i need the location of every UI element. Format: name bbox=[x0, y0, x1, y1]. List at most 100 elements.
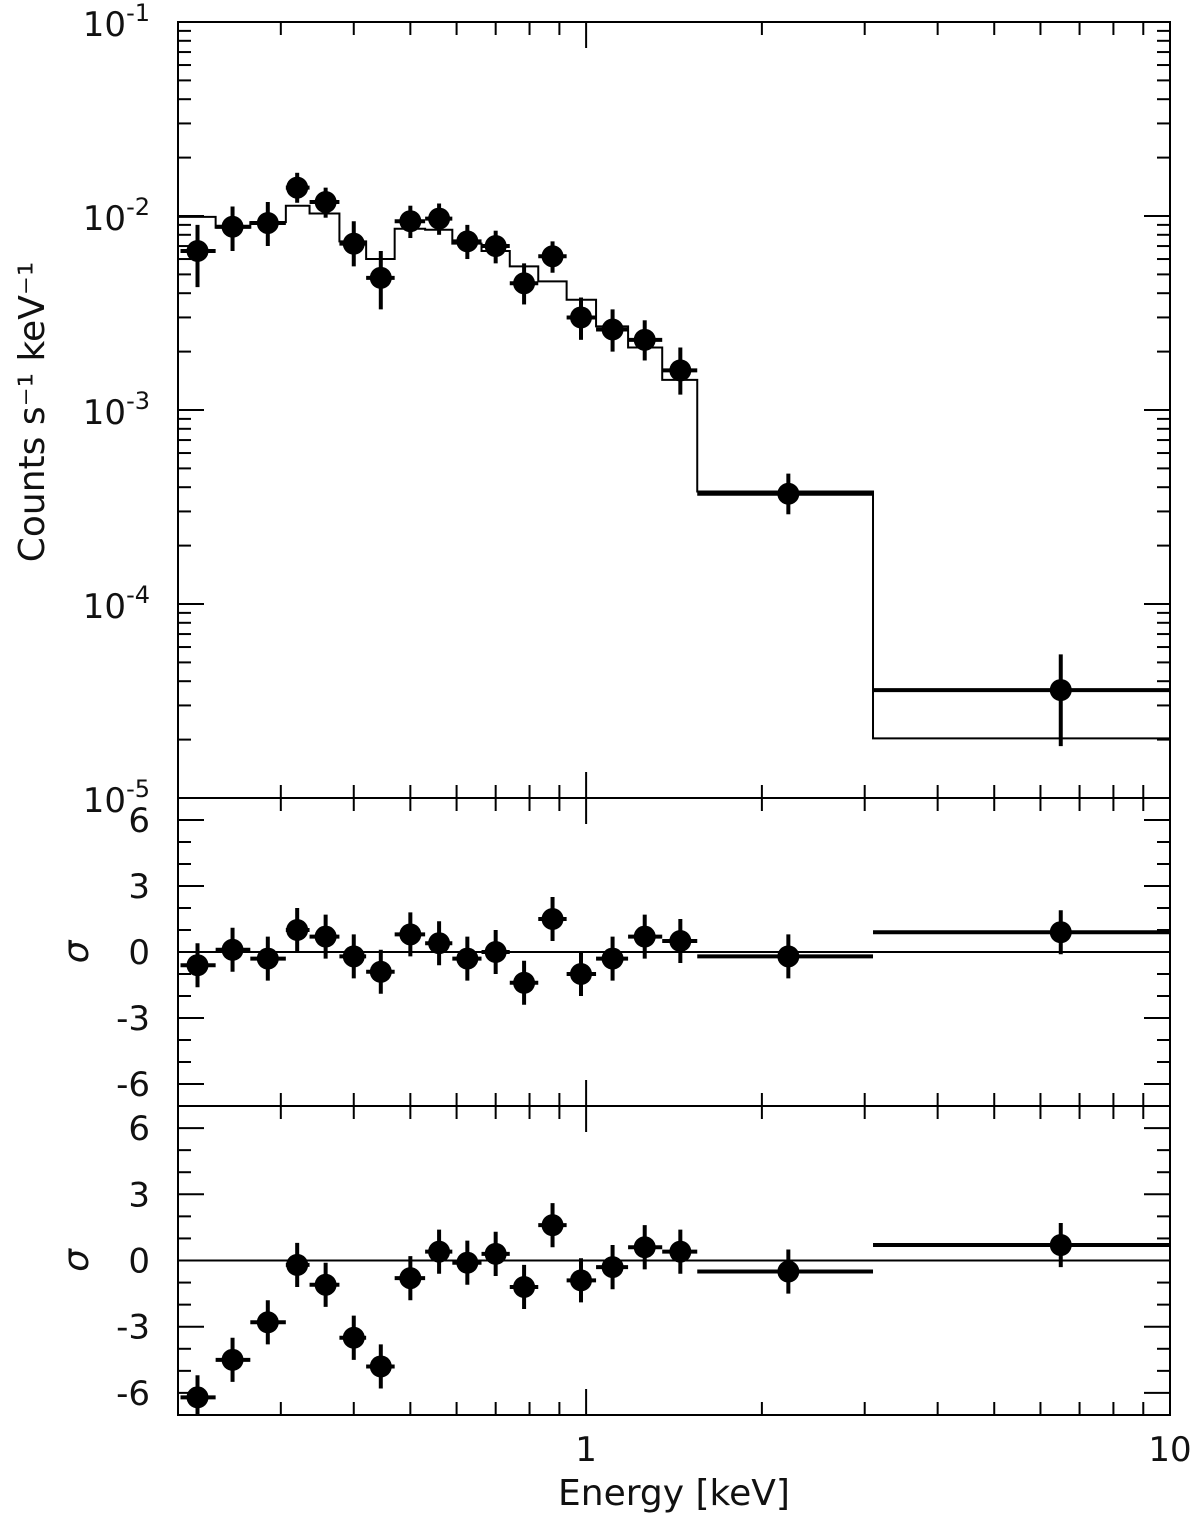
data-marker bbox=[286, 176, 309, 199]
data-point-17 bbox=[662, 1229, 698, 1274]
data-marker bbox=[221, 938, 244, 961]
panel-frame bbox=[177, 21, 1171, 799]
data-marker bbox=[186, 954, 209, 977]
y-tick-label: 10-3 bbox=[83, 387, 150, 433]
data-point-9 bbox=[425, 921, 453, 966]
data-point-12 bbox=[509, 1264, 539, 1310]
data-marker bbox=[399, 210, 422, 233]
data-point-4 bbox=[285, 908, 310, 952]
data-point-14 bbox=[566, 1258, 597, 1303]
data-point-11 bbox=[481, 930, 510, 974]
data-point-15 bbox=[596, 309, 629, 352]
y-tick-label: 10-2 bbox=[83, 193, 150, 239]
data-point-13 bbox=[538, 241, 567, 273]
data-marker bbox=[569, 306, 592, 329]
data-point-3 bbox=[250, 202, 286, 247]
data-point-19 bbox=[873, 1222, 1170, 1268]
data-marker bbox=[513, 272, 536, 295]
tick-base: 10 bbox=[83, 5, 126, 45]
panel-residuals-2: 6 3 0 -3 -6 σ 1 10 bbox=[56, 1105, 1192, 1470]
data-marker bbox=[569, 1269, 592, 1292]
y-tick-label: 6 bbox=[128, 801, 150, 841]
data-point-16 bbox=[628, 914, 663, 959]
tick-exponent: -1 bbox=[126, 0, 150, 27]
y-tick-label: 0 bbox=[128, 1242, 150, 1282]
data-marker bbox=[342, 945, 365, 968]
data-point-6 bbox=[339, 221, 367, 267]
data-point-12 bbox=[509, 263, 539, 305]
data-marker bbox=[669, 1240, 692, 1263]
data-point-6 bbox=[339, 934, 367, 979]
data-point-18 bbox=[697, 934, 874, 979]
data-point-15 bbox=[596, 936, 629, 981]
data-point-7 bbox=[366, 949, 395, 994]
data-point-6 bbox=[339, 1315, 367, 1360]
tick-base: 10 bbox=[83, 393, 126, 433]
data-marker bbox=[399, 923, 422, 946]
data-point-8 bbox=[394, 205, 426, 239]
data-marker bbox=[428, 1240, 451, 1263]
data-marker bbox=[601, 1256, 624, 1279]
data-marker bbox=[186, 1386, 209, 1409]
data-point-13 bbox=[538, 897, 567, 941]
y-axis-label: σ bbox=[56, 939, 97, 963]
data-point-17 bbox=[662, 347, 698, 395]
y-tick-label: 10-1 bbox=[83, 0, 150, 45]
y-tick-label: 0 bbox=[128, 933, 150, 973]
data-marker bbox=[314, 1273, 337, 1296]
data-point-4 bbox=[285, 172, 310, 203]
data-marker bbox=[1049, 921, 1072, 944]
data-marker bbox=[484, 941, 507, 963]
x-axis-label: Energy [keV] bbox=[558, 1473, 790, 1514]
data-marker bbox=[256, 1311, 279, 1334]
data-marker bbox=[541, 245, 564, 268]
panel-residuals-1: 6 3 0 -3 -6 σ bbox=[56, 797, 1171, 1107]
data-marker bbox=[601, 947, 624, 970]
y-tick-label: -3 bbox=[116, 1308, 150, 1348]
data-marker bbox=[314, 925, 337, 948]
data-point-16 bbox=[628, 1225, 663, 1270]
y-tick-label: -6 bbox=[116, 1065, 150, 1105]
data-point-5 bbox=[309, 1262, 340, 1307]
data-point-9 bbox=[425, 203, 453, 235]
data-point-1 bbox=[180, 943, 216, 988]
data-marker bbox=[286, 919, 309, 941]
y-tick-label: -3 bbox=[116, 999, 150, 1039]
data-marker bbox=[428, 207, 451, 230]
data-point-2 bbox=[215, 1337, 251, 1382]
data-marker bbox=[342, 232, 365, 255]
data-marker bbox=[221, 1348, 244, 1371]
data-point-10 bbox=[452, 936, 482, 981]
data-marker bbox=[186, 240, 209, 263]
data-point-10 bbox=[452, 224, 482, 260]
tick-base: 10 bbox=[83, 587, 126, 627]
data-marker bbox=[669, 359, 692, 382]
y-tick-label: 10-4 bbox=[83, 581, 150, 627]
data-marker bbox=[777, 1260, 800, 1283]
data-point-16 bbox=[628, 320, 663, 361]
data-point-19 bbox=[873, 910, 1170, 955]
data-point-8 bbox=[394, 912, 426, 957]
data-marker bbox=[541, 1214, 564, 1237]
data-point-7 bbox=[366, 1344, 395, 1389]
data-point-15 bbox=[596, 1245, 629, 1290]
tick-exponent: -3 bbox=[126, 387, 150, 415]
data-point-10 bbox=[452, 1240, 482, 1285]
data-marker bbox=[456, 1251, 479, 1274]
data-point-3 bbox=[250, 936, 286, 981]
tick-exponent: -5 bbox=[126, 775, 150, 803]
data-point-13 bbox=[538, 1203, 567, 1248]
data-point-4 bbox=[285, 1242, 310, 1287]
x-tick-label: 10 bbox=[1148, 1430, 1191, 1470]
data-marker bbox=[633, 328, 656, 351]
data-marker bbox=[428, 932, 451, 955]
tick-exponent: -4 bbox=[126, 581, 150, 609]
data-marker bbox=[513, 1275, 536, 1298]
data-point-1 bbox=[180, 1375, 216, 1415]
data-point-8 bbox=[394, 1256, 426, 1301]
data-point-18 bbox=[697, 1249, 874, 1294]
data-point-3 bbox=[250, 1300, 286, 1345]
